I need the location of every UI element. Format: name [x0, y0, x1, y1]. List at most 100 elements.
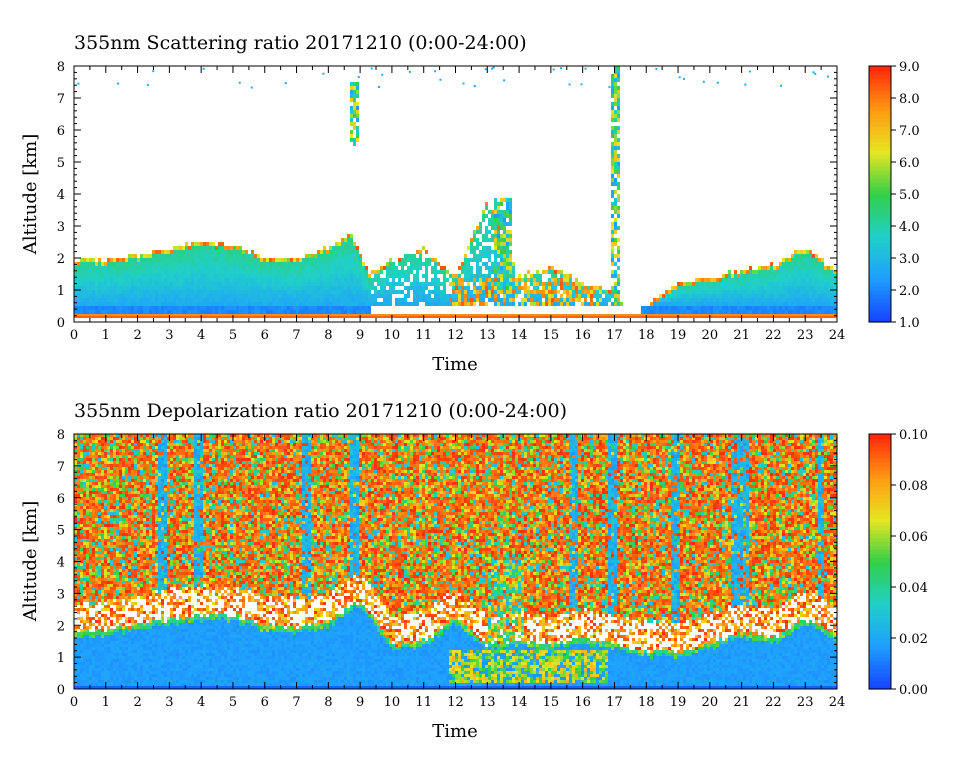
- depol-cell: [83, 596, 86, 599]
- scattering-cell: [122, 314, 125, 318]
- scattering-cell: [434, 262, 437, 266]
- depol-cell: [113, 680, 116, 683]
- scattering-cell: [377, 290, 380, 294]
- depol-cell: [95, 680, 98, 683]
- scattering-colorbar-color-step: [869, 166, 891, 171]
- depol-cell: [116, 452, 119, 455]
- scattering-cell: [494, 274, 497, 278]
- scattering-cell: [725, 314, 728, 318]
- scattering-cell: [551, 290, 554, 294]
- depol-cell: [89, 500, 92, 503]
- depol-cell: [110, 677, 113, 680]
- depol-cell: [113, 491, 116, 494]
- scattering-cell: [380, 286, 383, 290]
- depol-cell: [104, 560, 107, 563]
- scattering-cell: [146, 262, 149, 266]
- scattering-cell: [617, 94, 620, 98]
- scattering-cell: [350, 310, 353, 314]
- scattering-cell: [503, 230, 506, 234]
- scattering-cell: [362, 294, 365, 298]
- scattering-cell: [809, 274, 812, 278]
- scattering-cell: [809, 250, 812, 254]
- scattering-cell: [239, 314, 242, 318]
- depol-cell: [116, 554, 119, 557]
- scattering-cell: [443, 286, 446, 290]
- scattering-cell: [770, 298, 773, 302]
- depol-cell: [95, 620, 98, 623]
- scattering-cell: [299, 306, 302, 310]
- scattering-cell: [671, 314, 674, 318]
- scattering-cell: [113, 278, 116, 282]
- scattering-cell: [677, 286, 680, 290]
- scattering-cell: [500, 202, 503, 206]
- scattering-cell: [674, 302, 677, 306]
- scattering-cell: [617, 254, 620, 258]
- scattering-cell: [464, 266, 467, 270]
- depol-cell: [92, 503, 95, 506]
- scattering-cell: [227, 310, 230, 314]
- scattering-speckle: [473, 85, 476, 88]
- scattering-cell: [128, 286, 131, 290]
- scattering-cell: [473, 294, 476, 298]
- scattering-cell: [776, 274, 779, 278]
- scattering-cell: [503, 242, 506, 246]
- scattering-cell: [77, 314, 80, 318]
- scattering-cell: [767, 294, 770, 298]
- depol-cell: [116, 626, 119, 629]
- scattering-cell: [686, 294, 689, 298]
- scattering-cell: [776, 294, 779, 298]
- scattering-cell: [806, 286, 809, 290]
- depol-cell: [107, 443, 110, 446]
- scattering-cell: [563, 286, 566, 290]
- depol-cell: [113, 461, 116, 464]
- scattering-cell: [221, 294, 224, 298]
- scattering-cell: [521, 298, 524, 302]
- depol-cell: [77, 665, 80, 668]
- scattering-cell: [335, 286, 338, 290]
- depol-cell: [92, 557, 95, 560]
- depol-cell: [107, 485, 110, 488]
- depol-cell: [101, 587, 104, 590]
- scattering-cell: [437, 290, 440, 294]
- scattering-cell: [125, 258, 128, 262]
- scattering-cell: [665, 290, 668, 294]
- scattering-cell: [614, 290, 617, 294]
- scattering-cell: [800, 258, 803, 262]
- scattering-cell: [509, 202, 512, 206]
- scattering-cell: [818, 270, 821, 274]
- depol-cell: [89, 479, 92, 482]
- depol-cell: [113, 596, 116, 599]
- scattering-y-tick-label: 7: [57, 92, 65, 107]
- depol-cell: [107, 470, 110, 473]
- scattering-cell: [488, 250, 491, 254]
- depol-cell: [77, 683, 80, 686]
- scattering-cell: [809, 282, 812, 286]
- scattering-cell: [344, 238, 347, 242]
- scattering-cell: [614, 286, 617, 290]
- scattering-cell: [92, 278, 95, 282]
- scattering-cell: [824, 306, 827, 310]
- scattering-cell: [809, 302, 812, 306]
- scattering-cell: [122, 278, 125, 282]
- scattering-cell: [539, 314, 542, 318]
- scattering-cell: [350, 106, 353, 110]
- depol-cell: [83, 584, 86, 587]
- scattering-cell: [812, 282, 815, 286]
- depol-cell: [104, 464, 107, 467]
- scattering-cell: [98, 278, 101, 282]
- scattering-cell: [608, 314, 611, 318]
- depol-cell: [92, 596, 95, 599]
- scattering-cell: [392, 286, 395, 290]
- scattering-cell: [155, 258, 158, 262]
- depol-cell: [104, 521, 107, 524]
- scattering-cell: [374, 286, 377, 290]
- scattering-cell: [578, 298, 581, 302]
- depol-cell: [116, 485, 119, 488]
- scattering-cell: [488, 230, 491, 234]
- depol-cell: [74, 536, 77, 539]
- scattering-cell: [416, 302, 419, 306]
- depol-cell: [92, 590, 95, 593]
- scattering-cell: [641, 314, 644, 318]
- scattering-cell: [185, 294, 188, 298]
- scattering-cell: [611, 130, 614, 134]
